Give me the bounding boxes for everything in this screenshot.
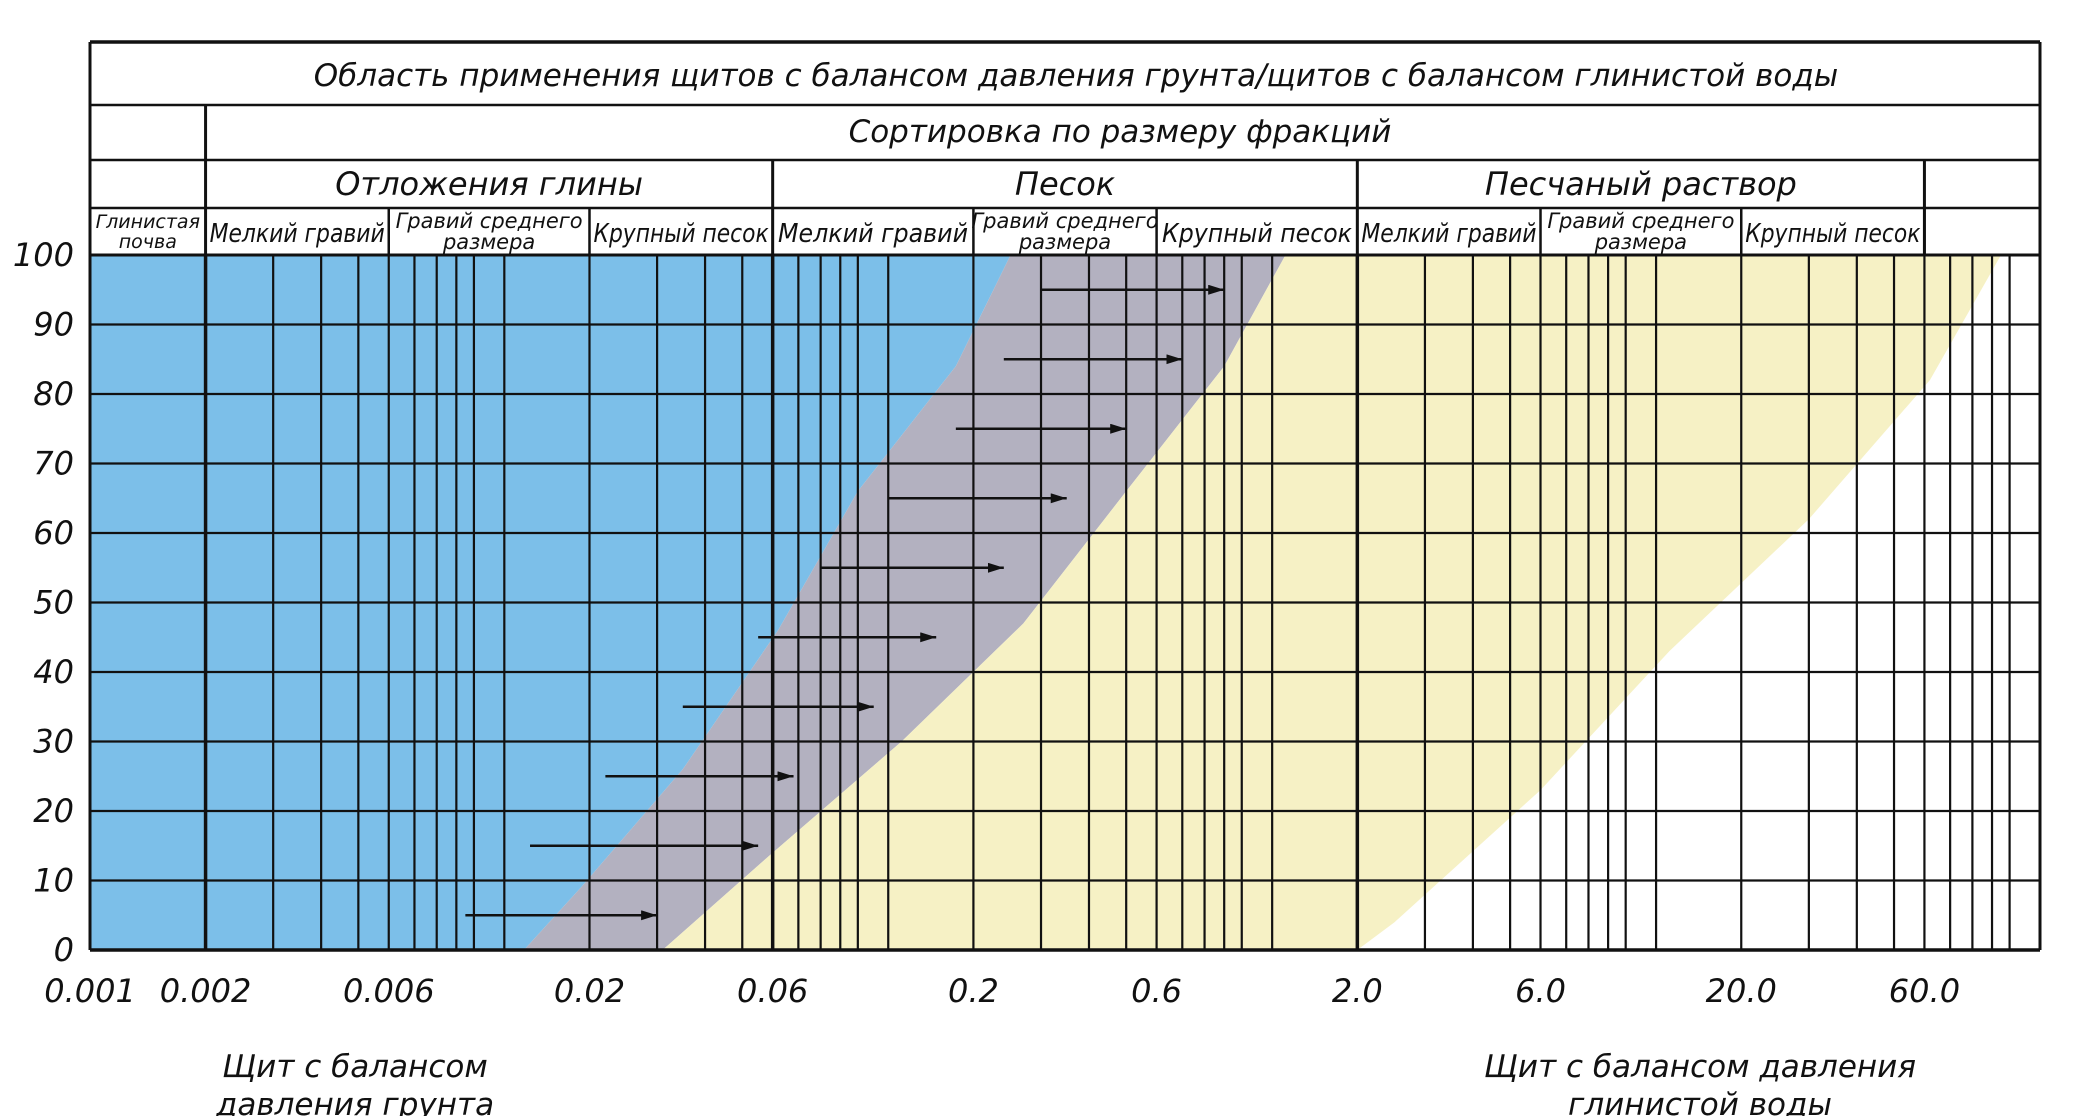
subcategory-label: размера bbox=[1594, 230, 1687, 254]
subcategory-label: Мелкий гравий bbox=[1361, 219, 1536, 249]
y-tick-label: 10 bbox=[33, 862, 74, 900]
subcategory-label: Мелкий гравий bbox=[778, 219, 968, 249]
group-label: Отложения глины bbox=[335, 165, 643, 203]
subcategory-label: Крупный песок bbox=[1745, 219, 1920, 249]
shift-arrows bbox=[465, 284, 1225, 921]
x-axis-ticks: 0.001 0.002 0.006 0.02 0.06 0.2 0.6 2.0 6.0 20.0 6… bbox=[44, 972, 1960, 1010]
x-tick-label: 2.0 bbox=[1332, 972, 1383, 1010]
group-label: Песок bbox=[1015, 165, 1116, 203]
subcategory-label: Гравий среднего bbox=[971, 209, 1158, 233]
subcategory-label: размера bbox=[442, 230, 535, 254]
x-tick-label: 0.06 bbox=[737, 972, 808, 1010]
x-tick-label: 60.0 bbox=[1889, 972, 1960, 1010]
y-tick-label: 60 bbox=[33, 514, 74, 552]
y-tick-label: 70 bbox=[33, 445, 74, 483]
annotation-right-line1: Щит с балансом давления bbox=[1484, 1049, 1916, 1085]
x-tick-label: 20.0 bbox=[1706, 972, 1777, 1010]
grid-lines bbox=[88, 253, 2042, 952]
annotation-left-line2: давления грунта bbox=[215, 1087, 494, 1116]
x-tick-label: 0.001 bbox=[44, 972, 136, 1010]
region-yellow bbox=[452, 255, 1358, 950]
y-axis-ticks: 0 10 20 30 40 50 60 70 80 90 100 bbox=[13, 236, 74, 969]
annotation-right-line2: глинистой воды bbox=[1568, 1087, 1832, 1116]
y-tick-label: 100 bbox=[13, 236, 74, 274]
subcategory-label: Крупный песок bbox=[1162, 219, 1352, 249]
x-tick-label: 0.002 bbox=[160, 972, 252, 1010]
y-tick-label: 0 bbox=[54, 931, 74, 969]
header-table: Область применения щитов с балансом давл… bbox=[88, 40, 2042, 257]
annotations: Щит с балансом давления грунта Щит с бал… bbox=[215, 1049, 1916, 1116]
subcategory-label: размера bbox=[1018, 230, 1111, 254]
x-tick-label: 0.6 bbox=[1131, 972, 1182, 1010]
y-tick-label: 40 bbox=[33, 653, 74, 691]
chart-subtitle: Сортировка по размеру фракций bbox=[849, 114, 1392, 150]
subcategory-label: Мелкий гравий bbox=[210, 219, 385, 249]
y-tick-label: 50 bbox=[33, 584, 74, 622]
y-tick-label: 20 bbox=[33, 792, 74, 830]
subcategory-label: Гравий среднего bbox=[1547, 209, 1734, 233]
x-tick-label: 0.006 bbox=[343, 972, 435, 1010]
y-tick-label: 90 bbox=[33, 306, 74, 344]
subcategory-label: Крупный песок bbox=[593, 219, 768, 249]
x-tick-label: 0.02 bbox=[554, 972, 625, 1010]
chart-title: Область применения щитов с балансом давл… bbox=[314, 58, 1839, 94]
subcategory-label: Глинистая bbox=[96, 211, 200, 233]
x-tick-label: 6.0 bbox=[1515, 972, 1566, 1010]
subcategory-label: Гравий среднего bbox=[396, 209, 583, 233]
annotation-left-line1: Щит с балансом bbox=[222, 1049, 487, 1085]
y-tick-label: 80 bbox=[33, 375, 74, 413]
y-tick-label: 30 bbox=[33, 723, 74, 761]
x-tick-label: 0.2 bbox=[948, 972, 999, 1010]
group-label: Песчаный раствор bbox=[1485, 165, 1797, 203]
group-labels: Отложения глины Песок Песчаный раствор bbox=[335, 165, 1797, 203]
subcategory-label: почва bbox=[119, 231, 177, 253]
